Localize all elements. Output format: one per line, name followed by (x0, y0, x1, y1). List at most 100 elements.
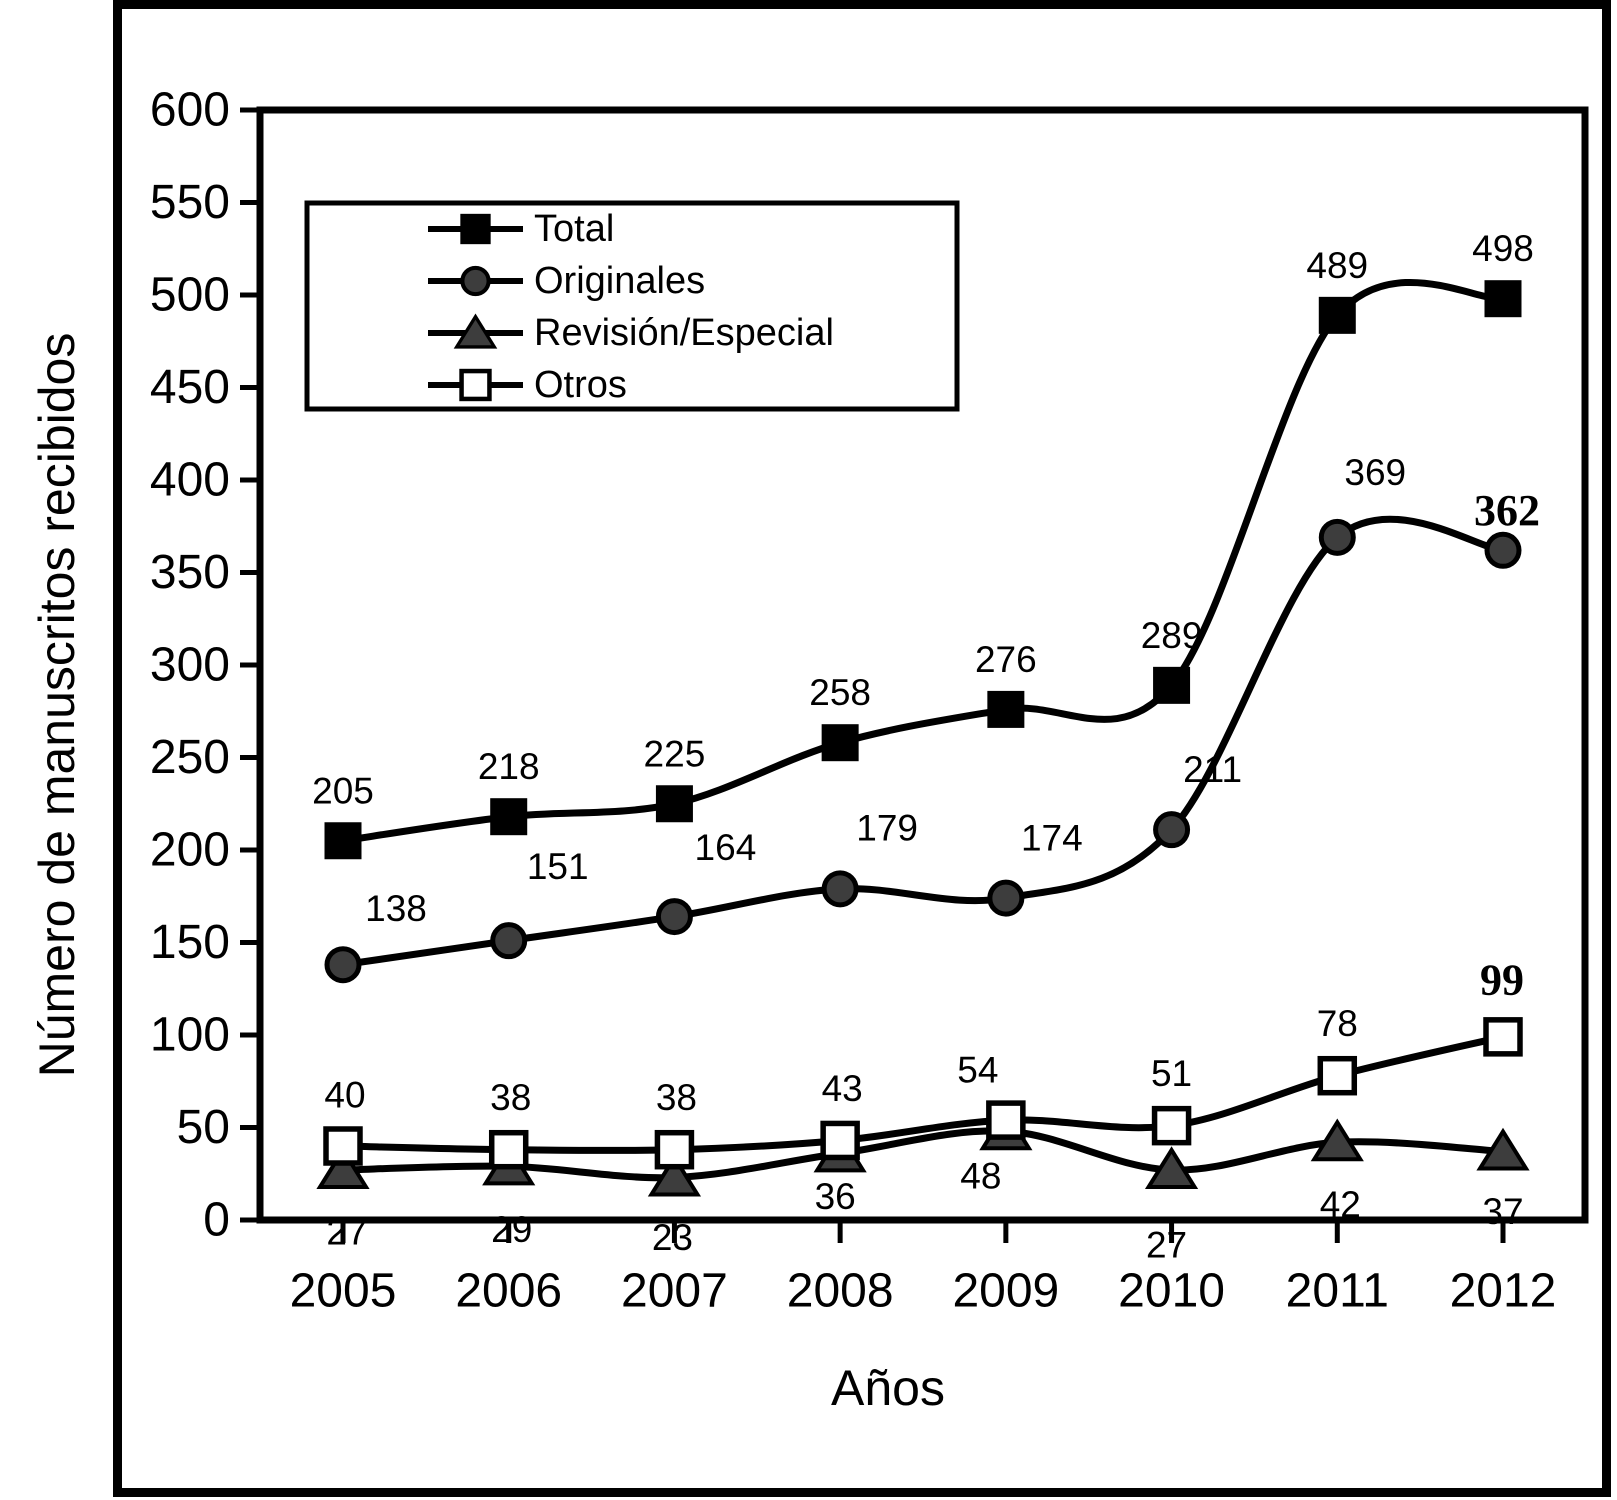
legend: Total Originales Revisión/Especial Otros (304, 200, 960, 412)
series-total-value-label: 205 (312, 770, 374, 811)
series-otros-marker (1483, 1017, 1523, 1057)
legend-box (304, 200, 960, 412)
series-revision-especial-value-label: 29 (491, 1209, 532, 1250)
legend-label: Revisión/Especial (534, 312, 834, 354)
x-axis-tick-label: 2011 (1286, 1265, 1389, 1318)
legend-marker-total (460, 213, 491, 245)
series-revision-especial-line (342, 1127, 1504, 1182)
series-total-marker (1153, 666, 1191, 704)
series-originales-marker (821, 870, 859, 908)
series-otros-marker (323, 1126, 363, 1166)
series-total-marker (655, 785, 693, 823)
y-axis-tick-label: 0 (203, 1194, 230, 1247)
series-originales (324, 515, 1522, 984)
series-revision-especial-value-label: 48 (960, 1156, 1001, 1197)
series-total-marker (324, 822, 362, 860)
x-axis-tick-label: 2010 (1118, 1265, 1225, 1318)
series-otros-marker (488, 1129, 529, 1170)
series-originales-value-label: 151 (527, 846, 589, 887)
series-total-value-label: 258 (809, 672, 871, 713)
legend-label: Originales (534, 260, 705, 302)
series-otros-marker (654, 1129, 695, 1170)
x-axis-tick-label: 2005 (290, 1265, 397, 1318)
series-otros-marker (820, 1120, 860, 1161)
series-originales-value-label: 369 (1344, 452, 1406, 493)
series-total-value-label: 218 (478, 746, 540, 787)
series-otros (323, 1017, 1523, 1170)
legend-entry: Otros (428, 364, 627, 406)
series-otros-value-label: 54 (957, 1050, 998, 1091)
y-axis-tick-label: 300 (150, 639, 230, 692)
series-revision-especial-labels: 27 29 23 36 48 27 42 37 (326, 1156, 1523, 1266)
series-otros-value-label: 78 (1317, 1003, 1358, 1044)
series-total-value-label: 225 (644, 733, 706, 774)
x-axis-tick-label: 2006 (455, 1265, 562, 1318)
series-revision-especial-value-label: 27 (326, 1212, 367, 1253)
series-otros-value-label: 38 (490, 1077, 531, 1118)
series-total-labels: 205 218 225 258 276 289 489 498 (312, 228, 1534, 811)
series-revision-especial-value-label: 27 (1146, 1225, 1187, 1266)
series-total-value-label: 489 (1306, 245, 1368, 286)
series-otros-value-label: 51 (1151, 1053, 1192, 1094)
legend-entry: Total (428, 208, 614, 250)
y-axis-tick-label: 400 (150, 454, 230, 507)
series-otros-value-label: 99 (1480, 955, 1524, 1004)
series-total (324, 278, 1522, 860)
series-revision-especial-value-label: 42 (1320, 1184, 1361, 1225)
y-axis-tick-label: 350 (150, 546, 230, 599)
series-originales-value-label: 179 (856, 807, 918, 848)
legend-marker-revision-especial (453, 313, 498, 349)
series-otros-value-label: 40 (324, 1075, 365, 1116)
y-axis-tick-label: 450 (150, 361, 230, 414)
series-revision-especial-value-label: 23 (652, 1217, 693, 1258)
y-axis-title: Número de manuscritos recibidos (29, 332, 85, 1078)
legend-entry: Revisión/Especial (428, 312, 834, 354)
series-originales-value-label: 164 (695, 827, 757, 868)
y-axis-tick-label: 200 (150, 824, 230, 877)
series-originales-marker (987, 879, 1025, 917)
y-axis-tick-label: 500 (150, 269, 230, 322)
series-revision-especial-marker (316, 1146, 370, 1190)
figure-border (113, 0, 1611, 1497)
series-total-marker (1484, 280, 1522, 318)
y-axis-tick-label: 550 (150, 176, 230, 229)
x-axis-tick-label: 2009 (952, 1265, 1059, 1318)
series-originales-value-label: 362 (1474, 486, 1540, 535)
series-total-value-label: 498 (1472, 228, 1534, 269)
series-otros-marker (986, 1100, 1026, 1140)
series-otros-labels: 40 38 38 43 54 51 78 99 (324, 955, 1524, 1118)
series-total-value-label: 289 (1141, 615, 1203, 656)
series-originales-marker (1484, 531, 1522, 569)
series-originales-labels: 138 151 164 179 174 211 369 362 (365, 452, 1540, 929)
legend-label: Total (534, 208, 614, 250)
y-axis-tick-label: 250 (150, 731, 230, 784)
y-axis-tick-label: 150 (150, 916, 230, 969)
series-total-marker (821, 724, 859, 762)
legend-label: Otros (534, 364, 627, 406)
x-axis-tick-label: 2007 (621, 1265, 728, 1318)
series-originales-marker (1318, 518, 1356, 556)
series-revision-especial-value-label: 37 (1482, 1191, 1523, 1232)
series-originales-value-label: 138 (365, 888, 427, 929)
legend-marker-otros (459, 368, 492, 402)
y-axis-tick-label: 100 (150, 1009, 230, 1062)
series-revision-especial-marker (1144, 1146, 1199, 1190)
y-axis: 0 50 100 150 200 250 300 350 400 450 500 550 600 (150, 84, 260, 1247)
series-revision-especial-marker (1310, 1118, 1364, 1162)
series-revision-especial-marker (647, 1153, 702, 1197)
legend-marker-originales (460, 265, 491, 297)
series-total-marker (987, 690, 1025, 728)
x-axis-tick-label: 2012 (1450, 1265, 1557, 1318)
series-originales-marker (490, 922, 528, 960)
series-total-value-label: 276 (975, 639, 1037, 680)
series-otros-marker (1151, 1105, 1192, 1146)
x-axis-tick-label: 2008 (787, 1265, 894, 1318)
series-originales-marker (655, 898, 693, 936)
series-otros-value-label: 38 (656, 1077, 697, 1118)
series-total-marker (1318, 296, 1356, 334)
y-axis-tick-label: 600 (150, 84, 230, 137)
series-otros-marker (1317, 1055, 1358, 1096)
series-originales-value-label: 211 (1183, 749, 1242, 790)
